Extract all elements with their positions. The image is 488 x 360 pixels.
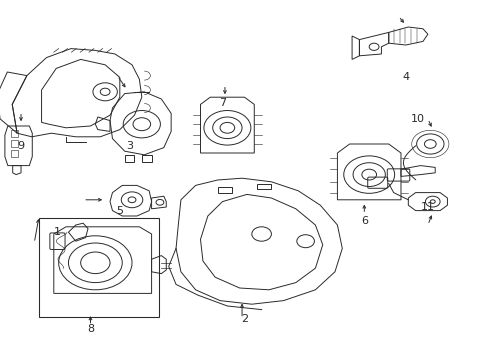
Text: 8: 8: [87, 324, 94, 334]
Text: 11: 11: [420, 202, 434, 212]
Text: 3: 3: [126, 141, 133, 151]
Text: 9: 9: [17, 141, 24, 151]
Text: 6: 6: [360, 216, 367, 226]
Text: 1: 1: [54, 227, 61, 237]
Text: 5: 5: [116, 206, 123, 216]
Bar: [11, 130, 18, 137]
Bar: [11, 140, 18, 147]
Bar: [39, 218, 159, 317]
Bar: [11, 150, 18, 157]
Text: 10: 10: [410, 114, 424, 124]
Text: 4: 4: [402, 72, 408, 82]
Text: 7: 7: [219, 98, 225, 108]
Text: 2: 2: [241, 314, 247, 324]
